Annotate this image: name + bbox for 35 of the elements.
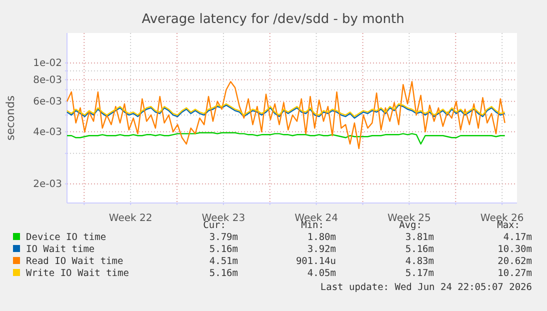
text: 5.16m bbox=[405, 244, 434, 255]
y-tick-label: 4e-03 bbox=[33, 126, 62, 138]
text: Cur: bbox=[203, 220, 226, 231]
text: 4.51m bbox=[209, 256, 238, 267]
text: 20.62m bbox=[498, 256, 532, 267]
y-tick-label: 8e-03 bbox=[33, 74, 62, 86]
legend-label: Read IO Wait time bbox=[26, 256, 124, 267]
legend-label: Device IO time bbox=[26, 232, 106, 243]
y-tick-label: 6e-03 bbox=[33, 96, 62, 108]
text: 3.79m bbox=[209, 232, 238, 243]
y-tick-label: 2e-03 bbox=[33, 179, 62, 190]
text: 10.30m bbox=[498, 244, 532, 255]
text: 3.81m bbox=[405, 232, 434, 243]
line-series bbox=[66, 132, 506, 145]
text: 4.17m bbox=[503, 232, 532, 243]
text: Last update: Wed Jun 24 22:05:07 2026 bbox=[320, 282, 532, 293]
text: 10.27m bbox=[498, 268, 532, 279]
legend-label: Write IO Wait time bbox=[26, 268, 130, 279]
legend-label: IO Wait time bbox=[26, 244, 95, 255]
text: 1.80m bbox=[307, 232, 336, 243]
y-tick-label: 1e-02 bbox=[33, 58, 62, 70]
text: Avg: bbox=[399, 220, 422, 231]
chart-title: Average latency for /dev/sdd - by month bbox=[142, 12, 404, 27]
text: 5.16m bbox=[209, 268, 238, 279]
line-series bbox=[66, 81, 506, 150]
text: 5.16m bbox=[209, 244, 238, 255]
text: Max: bbox=[497, 220, 520, 231]
text: 4.05m bbox=[307, 268, 336, 279]
text: Min: bbox=[301, 220, 324, 231]
x-tick-label: Week 22 bbox=[108, 213, 152, 224]
text: 901.14u bbox=[296, 256, 336, 267]
text: 5.17m bbox=[405, 268, 434, 279]
text: 4.83m bbox=[405, 256, 434, 267]
y-axis-title: seconds bbox=[4, 95, 17, 140]
text: 3.92m bbox=[307, 244, 336, 255]
